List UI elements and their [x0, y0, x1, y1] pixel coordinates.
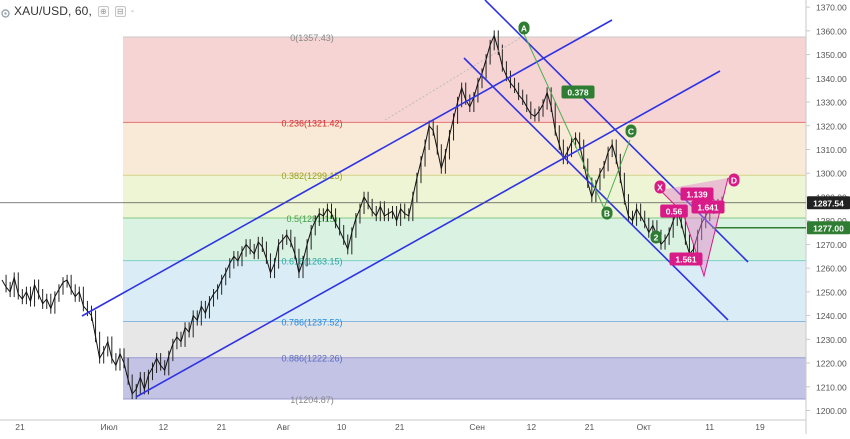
y-tick-label: 1250.00 [816, 287, 847, 297]
price-tag-label-0: 1287.54 [813, 198, 844, 208]
pattern-label-1: B [604, 209, 610, 219]
x-tick-label: 21 [395, 422, 405, 432]
channel-upper-1 [81, 19, 613, 317]
x-tick-label: Июл [100, 422, 117, 432]
y-tick-label: 1350.00 [816, 50, 847, 60]
fib-label-1: 1(1204.87) [290, 395, 334, 405]
fib-label-0.236: 0.236(1321.42) [281, 118, 342, 128]
y-tick-label: 1240.00 [816, 311, 847, 321]
y-tick-label: 1340.00 [816, 74, 847, 84]
x-tick-label: Авг [277, 422, 290, 432]
pattern-badge-7 [680, 187, 714, 201]
pattern-badge-5 [561, 85, 595, 99]
x-tick-label: 19 [755, 422, 765, 432]
pattern-badge-0 [518, 21, 530, 35]
y-tick-label: 1300.00 [816, 169, 847, 179]
pattern-badge-2 [625, 124, 637, 138]
pattern-label-3: D [731, 176, 737, 186]
wave-line-a [523, 33, 605, 209]
fib-zone-5 [123, 321, 806, 358]
y-tick-label: 1310.00 [816, 145, 847, 155]
pattern-label-10: 2 [654, 233, 659, 243]
price-tag-0 [807, 196, 850, 210]
y-tick-label: 1220.00 [816, 359, 847, 369]
y-tick-label: 1330.00 [816, 98, 847, 108]
x-tick-label: 11 [705, 422, 714, 432]
pattern-label-0: A [521, 24, 527, 34]
fib-zone-1 [123, 122, 806, 176]
wave-line-b [603, 139, 631, 209]
y-tick-label: 1210.00 [816, 382, 847, 392]
header-separator: - [130, 5, 135, 17]
y-tick-label: 1280.00 [816, 216, 847, 226]
fib-zone-6 [123, 357, 806, 399]
x-tick-label: 10 [337, 422, 347, 432]
x-tick-label: Сен [469, 422, 485, 432]
fib-label-0.886: 0.886(1222.26) [281, 354, 342, 364]
fib-label-0.5: 0.5(1281.15) [286, 214, 337, 224]
fib-zone-0 [123, 36, 806, 123]
pattern-badge-4 [654, 180, 666, 194]
y-tick-label: 1200.00 [816, 406, 847, 416]
pattern-badge-1 [601, 206, 613, 220]
price-tag-1 [807, 221, 850, 235]
pattern-label-6: 0.56 [666, 207, 683, 217]
fib-label-0.382: 0.382(1299.15) [281, 171, 342, 181]
x-tick-label: Окт [637, 422, 651, 432]
fib-label-0: 0(1357.43) [290, 33, 334, 43]
harmonic-pattern-outline [659, 177, 729, 278]
y-tick-label: 1360.00 [816, 26, 847, 36]
pattern-badge-8 [691, 200, 725, 214]
compare-button[interactable]: ⊕ [97, 5, 109, 17]
pattern-label-4: X [657, 183, 663, 193]
y-tick-label: 1230.00 [816, 335, 847, 345]
fib-zone-4 [123, 260, 806, 322]
pattern-badge-6 [660, 204, 688, 218]
pattern-badge-3 [728, 173, 740, 187]
fib-label-0.618: 0.618(1263.15) [281, 257, 342, 267]
x-tick-label: 12 [527, 422, 537, 432]
pattern-label-9: 1.561 [675, 255, 697, 265]
indicators-button[interactable]: ⊟ [114, 5, 126, 17]
y-tick-label: 1320.00 [816, 121, 847, 131]
symbol-title: XAU/USD, 60, [14, 4, 92, 18]
channel-upper-2 [135, 70, 721, 398]
pattern-label-5: 0.378 [567, 88, 589, 98]
x-tick-label: 21 [585, 422, 595, 432]
x-tick-label: 12 [159, 422, 169, 432]
y-tick-label: 1270.00 [816, 240, 847, 250]
pattern-label-2: C [628, 127, 634, 137]
pattern-badge-9 [669, 252, 703, 266]
x-tick-label: 21 [217, 422, 227, 432]
symbol-header: XAU/USD, 60, ⊕ ⊟ - [0, 3, 134, 19]
price-tag-label-1: 1277.00 [813, 223, 844, 233]
pattern-badge-10 [650, 230, 662, 244]
settings-icon[interactable] [0, 6, 11, 18]
channel-lower-2 [463, 57, 729, 321]
fib-label-0.786: 0.786(1237.52) [281, 317, 342, 327]
y-tick-label: 1370.00 [816, 3, 847, 13]
pattern-label-7: 1.139 [686, 190, 708, 200]
y-tick-label: 1260.00 [816, 264, 847, 274]
pattern-label-8: 1.641 [697, 203, 719, 213]
x-tick-label: 21 [15, 422, 25, 432]
